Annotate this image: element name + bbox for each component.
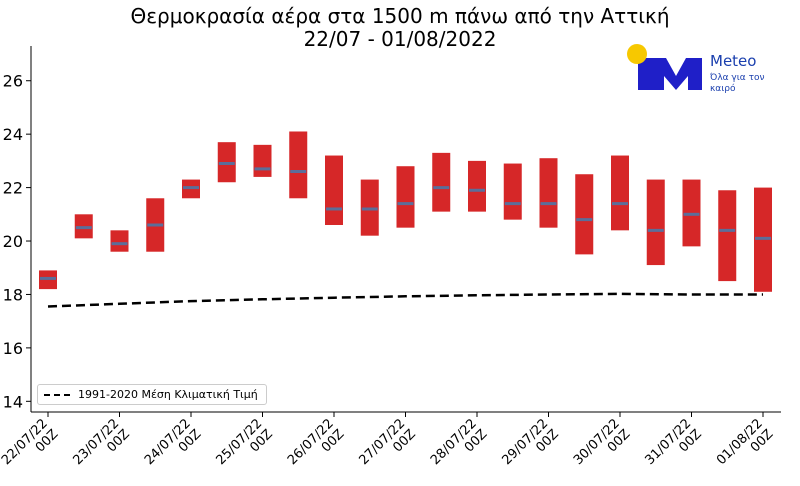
chart-subtitle: 22/07 - 01/08/2022 bbox=[303, 27, 497, 51]
y-tick-label: 24 bbox=[3, 125, 23, 144]
legend-label-climatology: 1991-2020 Μέση Κλιματική Τιμή bbox=[78, 388, 258, 401]
range-bar bbox=[110, 230, 129, 252]
range-bars bbox=[39, 131, 772, 292]
range-bar bbox=[432, 152, 451, 212]
range-bar bbox=[646, 179, 665, 266]
range-bar bbox=[539, 158, 558, 228]
y-tick-label: 16 bbox=[3, 339, 23, 358]
climatology-line bbox=[47, 292, 763, 308]
y-tick-label: 22 bbox=[3, 179, 23, 198]
range-bar bbox=[468, 160, 486, 212]
y-tick-label: 18 bbox=[3, 285, 23, 304]
chart-title: Θερμοκρασία αέρα στα 1500 m πάνω από την… bbox=[130, 4, 670, 28]
range-bar bbox=[575, 174, 594, 255]
y-tick-label: 20 bbox=[3, 232, 23, 251]
y-tick-label: 14 bbox=[3, 392, 23, 411]
range-bar bbox=[611, 155, 629, 231]
y-tick-label: 26 bbox=[3, 72, 23, 91]
meteo-logo-mark bbox=[627, 44, 702, 90]
range-bar bbox=[289, 131, 308, 199]
range-bar bbox=[396, 166, 415, 228]
range-bar bbox=[503, 163, 522, 220]
range-bar bbox=[718, 190, 737, 282]
legend-dashed-line-icon bbox=[44, 393, 70, 396]
range-bar bbox=[253, 144, 272, 177]
range-bar bbox=[325, 155, 343, 225]
meteo-logo-brand: Meteo bbox=[710, 52, 757, 70]
meteo-logo: Meteo Όλα για τον καιρό bbox=[626, 44, 776, 104]
legend: 1991-2020 Μέση Κλιματική Τιμή bbox=[37, 384, 267, 405]
climatology-series bbox=[47, 292, 763, 308]
meteo-logo-tagline: Όλα για τον καιρό bbox=[710, 73, 765, 94]
